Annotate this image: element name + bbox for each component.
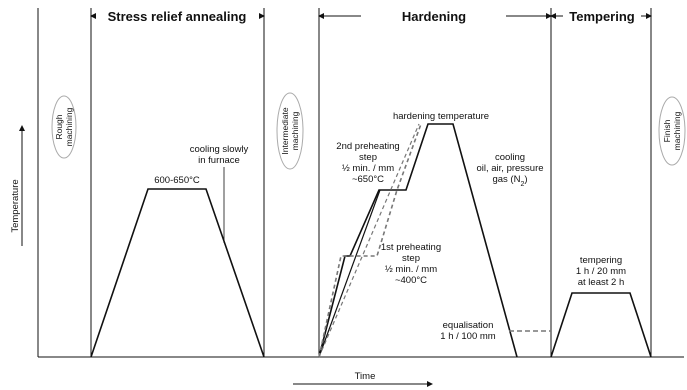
hardening-preheat-dashed <box>318 123 422 358</box>
cooling-gas-text: gas (N <box>492 174 520 185</box>
y-axis-label: Temperature <box>10 179 21 232</box>
equalisation-label-2: 1 h / 100 mm <box>440 331 496 342</box>
annealing-curve <box>90 188 265 358</box>
equalisation-label-1: equalisation <box>443 320 494 331</box>
phase-header-hardening: Hardening <box>318 9 552 24</box>
preheat1-label-2: step <box>402 253 420 264</box>
annealing-temp-label: 600-650°C <box>154 175 200 186</box>
phase-header-tempering: Tempering <box>550 9 652 24</box>
tempering-curve <box>550 292 652 358</box>
preheat2-label-1: 2nd preheating <box>336 141 399 152</box>
preheat1-label-3: ½ min. / mm <box>385 264 437 275</box>
preheat1-label-1: 1st preheating <box>381 242 441 253</box>
x-axis-label: Time <box>355 371 376 382</box>
annealing-cooling-label-1: cooling slowly <box>190 144 249 155</box>
cooling-gas-subscript: 2 <box>520 181 524 188</box>
hardening-direct-dashed <box>318 123 420 358</box>
op-finish-machining: Finish machining <box>658 96 686 166</box>
tempering-label-1: tempering <box>580 255 622 266</box>
phase-title-tempering: Tempering <box>569 9 635 24</box>
phase-title-hardening: Hardening <box>402 9 466 24</box>
preheat2-label-4: ~650°C <box>352 174 384 185</box>
op-intermediate-label-1: Intermediate <box>280 107 290 155</box>
op-rough-label-2: machining <box>64 107 74 146</box>
hardening-direct-solid <box>318 189 381 358</box>
hardening-temp-label: hardening temperature <box>393 111 489 122</box>
op-intermediate-label-2: machining <box>290 111 300 150</box>
tempering-label-2: 1 h / 20 mm <box>576 266 626 277</box>
op-intermediate-machining: Intermediate machining <box>276 92 304 170</box>
preheat2-label-2: step <box>359 152 377 163</box>
phase-header-stress-relief: Stress relief annealing <box>90 9 265 24</box>
hardening-cooling-label-2: oil, air, pressure <box>476 163 543 174</box>
hardening-cooling-label-1: cooling <box>495 152 525 163</box>
op-finish-label-2: machining <box>672 111 682 150</box>
preheat2-label-3: ½ min. / mm <box>342 163 394 174</box>
op-rough-machining: Rough machining <box>51 95 77 159</box>
phase-title-stress-relief: Stress relief annealing <box>108 9 247 24</box>
op-rough-label-1: Rough <box>54 114 64 139</box>
preheat1-label-4: ~400°C <box>395 275 427 286</box>
cooling-gas-close: ) <box>524 174 527 185</box>
hardening-cooling-label-3: gas (N2) <box>492 174 527 188</box>
annealing-cooling-label-2: in furnace <box>198 155 240 166</box>
op-finish-label-1: Finish <box>662 119 672 142</box>
tempering-label-3: at least 2 h <box>578 277 624 288</box>
